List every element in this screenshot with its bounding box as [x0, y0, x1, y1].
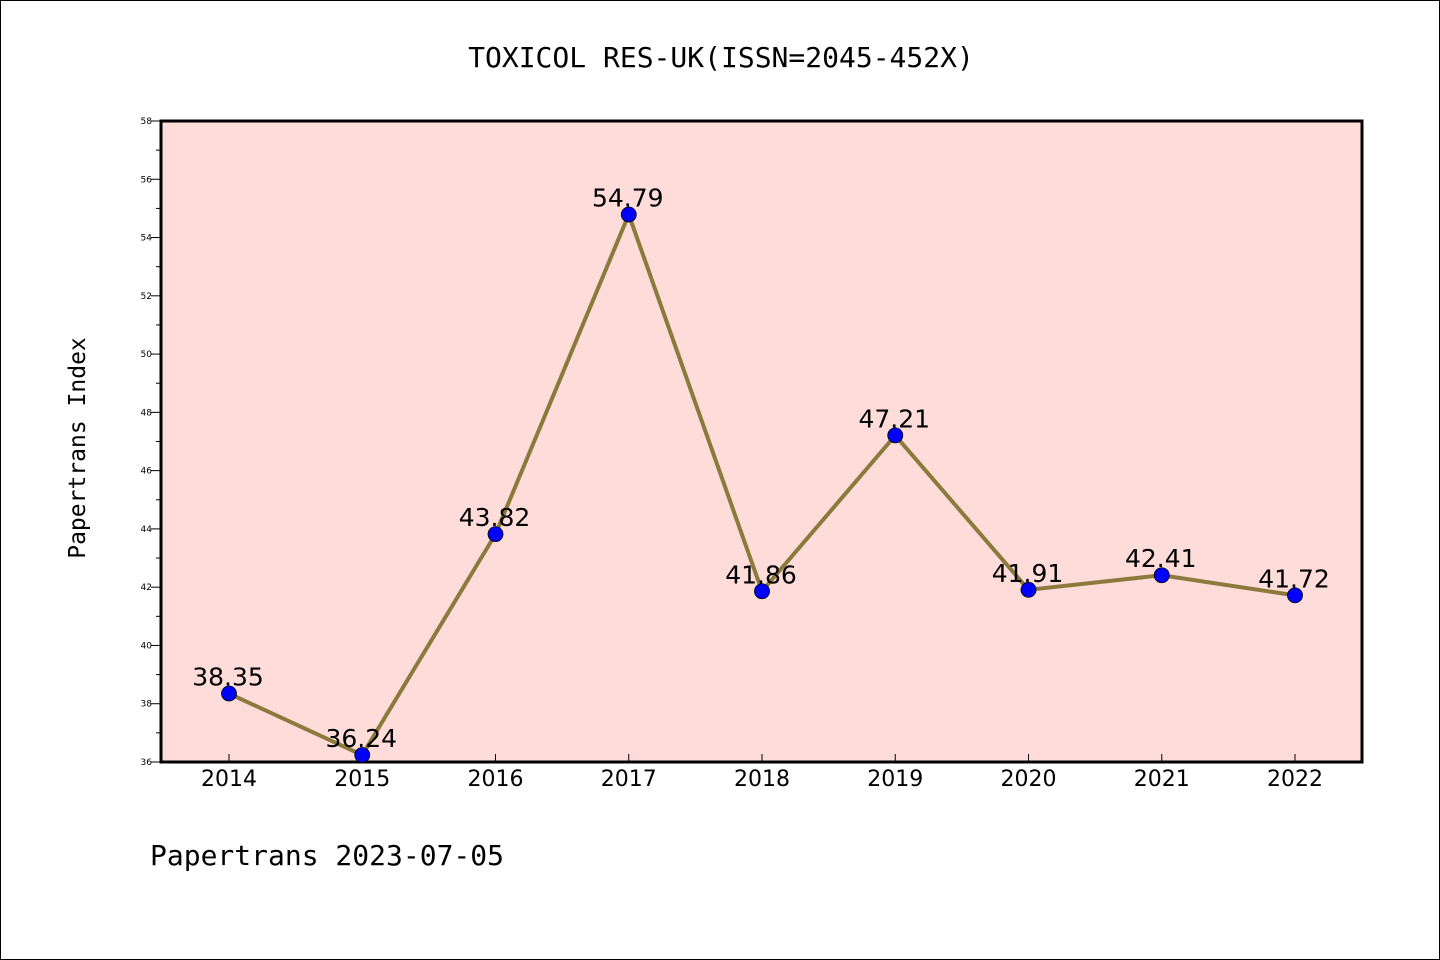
x-tick-label: 2015 [334, 767, 390, 792]
x-tick-label: 2017 [601, 767, 657, 792]
data-label: 54.79 [592, 184, 664, 213]
data-label: 41.72 [1258, 564, 1330, 593]
plot-area [159, 119, 1364, 764]
data-label: 36.24 [325, 724, 397, 753]
series-layer: 38.35 36.24 43.82 54.79 41.86 47.21 41.91 42.41… [192, 184, 1330, 763]
x-tick-label: 2016 [468, 767, 524, 792]
y-tick-label: 36 [141, 758, 153, 768]
x-axis: 2014 2015 2016 2017 2018 2019 2020 2021 2022 [201, 754, 1323, 792]
data-point [487, 526, 504, 543]
data-point [887, 427, 904, 444]
data-point [1153, 567, 1170, 584]
x-tick-label: 2018 [734, 767, 790, 792]
y-tick-label: 48 [141, 408, 153, 418]
x-tick-label: 2021 [1134, 767, 1190, 792]
footer-date: Papertrans 2023-07-05 [150, 839, 504, 872]
x-tick-label: 2022 [1267, 767, 1323, 792]
data-point [620, 206, 637, 223]
data-label: 41.86 [725, 560, 797, 589]
y-tick-label: 56 [141, 175, 153, 185]
x-tick-label: 2019 [867, 767, 923, 792]
data-point [221, 685, 237, 702]
y-tick-label: 40 [141, 641, 153, 651]
y-axis: 36 38 40 42 44 46 48 50 52 54 56 58 [141, 117, 161, 768]
y-tick-label: 42 [141, 583, 152, 593]
y-tick-label: 38 [141, 700, 153, 710]
data-label: 42.41 [1125, 544, 1197, 573]
data-point [1287, 587, 1303, 604]
y-tick-label: 58 [141, 117, 153, 127]
x-tick-label: 2014 [201, 767, 257, 792]
data-point [754, 583, 770, 600]
y-axis-label: Papertrans Index [65, 337, 91, 559]
y-tick-label: 44 [141, 525, 153, 535]
data-point [1020, 581, 1037, 598]
data-label: 43.82 [459, 503, 531, 532]
y-tick-label: 52 [141, 292, 152, 302]
y-tick-label: 50 [141, 350, 153, 360]
data-point [354, 747, 371, 763]
chart-title: TOXICOL RES-UK(ISSN=2045-452X) [468, 41, 974, 74]
data-label: 47.21 [858, 404, 930, 433]
y-tick-label: 46 [141, 467, 153, 477]
y-tick-label: 54 [141, 234, 153, 244]
data-label: 38.35 [192, 663, 264, 692]
x-tick-label: 2020 [1001, 767, 1057, 792]
data-label: 41.91 [992, 559, 1064, 588]
